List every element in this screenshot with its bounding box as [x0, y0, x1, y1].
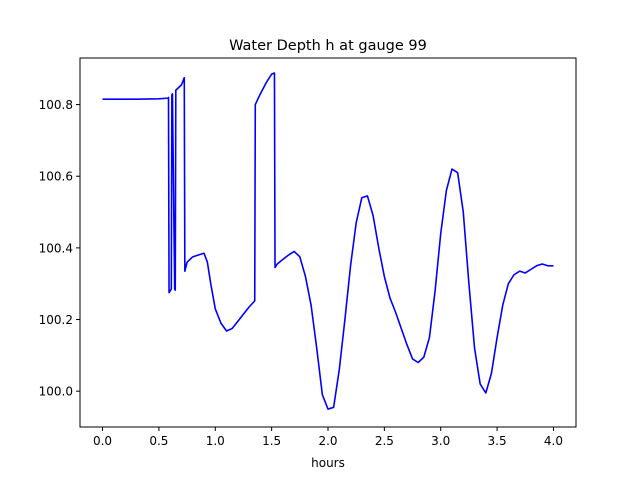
x-tick-label: 4.0	[544, 434, 563, 448]
y-tick-label: 100.0	[39, 385, 73, 399]
axis-ticks: 0.0 0.5 1.0 1.5 2.0 2.5 3.0 3.5 4.0 100.0 100.2 100…	[39, 98, 563, 448]
x-tick-label: 1.0	[206, 434, 225, 448]
y-tick-label: 100.4	[39, 241, 73, 255]
chart-title: Water Depth h at gauge 99	[229, 38, 427, 54]
x-tick-label: 1.5	[262, 434, 281, 448]
y-tick-label: 100.6	[39, 170, 73, 184]
x-tick-label: 0.5	[149, 434, 168, 448]
x-tick-label: 3.5	[488, 434, 507, 448]
x-tick-label: 2.0	[318, 434, 337, 448]
y-tick-label: 100.8	[39, 98, 73, 112]
y-tick-label: 100.2	[39, 313, 73, 327]
axes-frame	[79, 57, 577, 428]
x-tick-label: 3.0	[431, 434, 450, 448]
plot-area	[102, 72, 554, 410]
series-line	[102, 72, 554, 410]
x-tick-label: 0.0	[93, 434, 112, 448]
x-tick-label: 2.5	[375, 434, 394, 448]
x-axis-label: hours	[311, 456, 345, 470]
